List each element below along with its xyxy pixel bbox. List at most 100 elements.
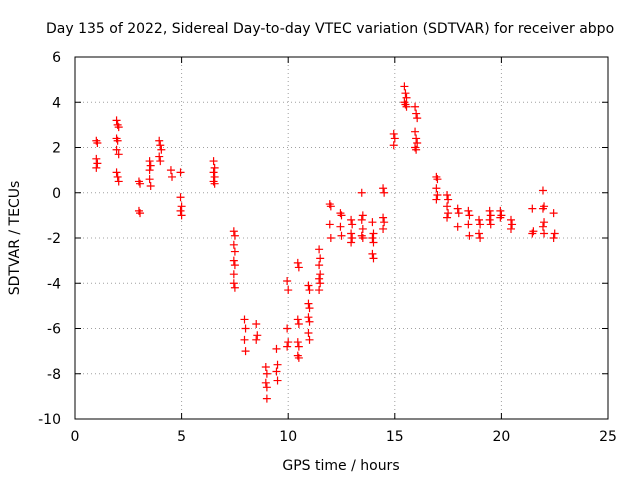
data-point [136, 179, 145, 188]
y-axis-label: SDTVAR / TECUs [7, 181, 23, 296]
x-tick-label: 20 [492, 429, 510, 445]
data-point [315, 286, 324, 295]
data-point [475, 229, 484, 238]
data-points [92, 82, 559, 403]
data-point [496, 213, 505, 222]
data-point [293, 338, 302, 347]
data-point [454, 209, 463, 218]
plot-frame [74, 56, 609, 420]
data-point [538, 204, 547, 213]
data-point [316, 279, 325, 288]
data-point [486, 220, 495, 229]
data-point [155, 152, 164, 161]
data-point [229, 227, 238, 236]
data-point [230, 283, 239, 292]
y-tick-label: 2 [52, 141, 61, 157]
data-point [252, 319, 261, 328]
data-point [412, 134, 421, 143]
data-point [325, 220, 334, 229]
y-tick-label: -6 [47, 322, 61, 338]
data-point [337, 231, 346, 240]
data-point [401, 89, 410, 98]
data-point [326, 202, 335, 211]
data-point [262, 394, 271, 403]
data-point [411, 127, 420, 136]
data-point [262, 369, 271, 378]
data-point [156, 157, 165, 166]
data-point [464, 220, 473, 229]
data-point [305, 335, 314, 344]
data-point [112, 116, 121, 125]
data-point [538, 222, 547, 231]
data-point [550, 229, 559, 238]
data-point [272, 344, 281, 353]
data-point [252, 335, 261, 344]
data-point [262, 383, 271, 392]
data-point [315, 274, 324, 283]
data-point [368, 218, 377, 227]
data-point [304, 299, 313, 308]
data-point [230, 261, 239, 270]
data-point [230, 247, 239, 256]
data-point [411, 102, 420, 111]
data-point [368, 234, 377, 242]
data-point [443, 213, 452, 222]
data-point [486, 211, 495, 220]
data-point [412, 145, 421, 154]
data-point [176, 193, 185, 202]
data-point [273, 360, 282, 369]
data-point [389, 141, 398, 150]
data-point [92, 163, 101, 172]
x-tick-label: 15 [386, 429, 404, 445]
data-point [413, 114, 422, 123]
data-point [168, 172, 177, 181]
data-point [253, 331, 262, 340]
data-point [549, 234, 558, 242]
data-point [358, 224, 367, 233]
data-point [229, 256, 238, 265]
axis-ticks: 0 5 10 15 20 25 -10 -8 -6 -4 -2 0 2 4 6 [38, 50, 617, 445]
data-point [304, 329, 313, 338]
data-point [549, 209, 558, 218]
x-tick-label: 25 [599, 429, 617, 445]
data-point [453, 222, 462, 231]
x-tick-label: 5 [177, 429, 186, 445]
data-point [357, 188, 366, 197]
data-point [210, 172, 219, 181]
data-point [230, 231, 239, 240]
data-point [496, 206, 505, 215]
y-tick-label: -4 [47, 276, 61, 292]
data-point [166, 166, 175, 175]
data-point [177, 202, 186, 211]
data-point [145, 157, 154, 166]
data-point [273, 376, 282, 385]
data-point [229, 279, 238, 288]
y-tick-label: 0 [52, 186, 61, 202]
data-point [240, 335, 249, 344]
x-tick-label: 10 [279, 429, 297, 445]
data-point [283, 276, 292, 285]
data-point [283, 342, 292, 351]
data-point [402, 93, 411, 102]
data-point [402, 102, 411, 111]
data-point [400, 82, 409, 91]
data-point [92, 154, 101, 163]
data-point [465, 211, 474, 220]
data-point [315, 261, 324, 270]
data-point [433, 175, 442, 184]
grid [75, 57, 608, 419]
data-point [293, 258, 302, 267]
data-point [540, 229, 549, 238]
data-point [369, 229, 378, 238]
data-point [229, 240, 238, 249]
data-point [284, 286, 293, 295]
data-point [112, 145, 121, 154]
data-point [210, 163, 219, 172]
data-point [476, 220, 485, 229]
data-point [369, 238, 378, 247]
data-point [326, 234, 335, 242]
data-point [114, 123, 123, 132]
data-point [305, 317, 314, 326]
data-point [369, 254, 378, 263]
